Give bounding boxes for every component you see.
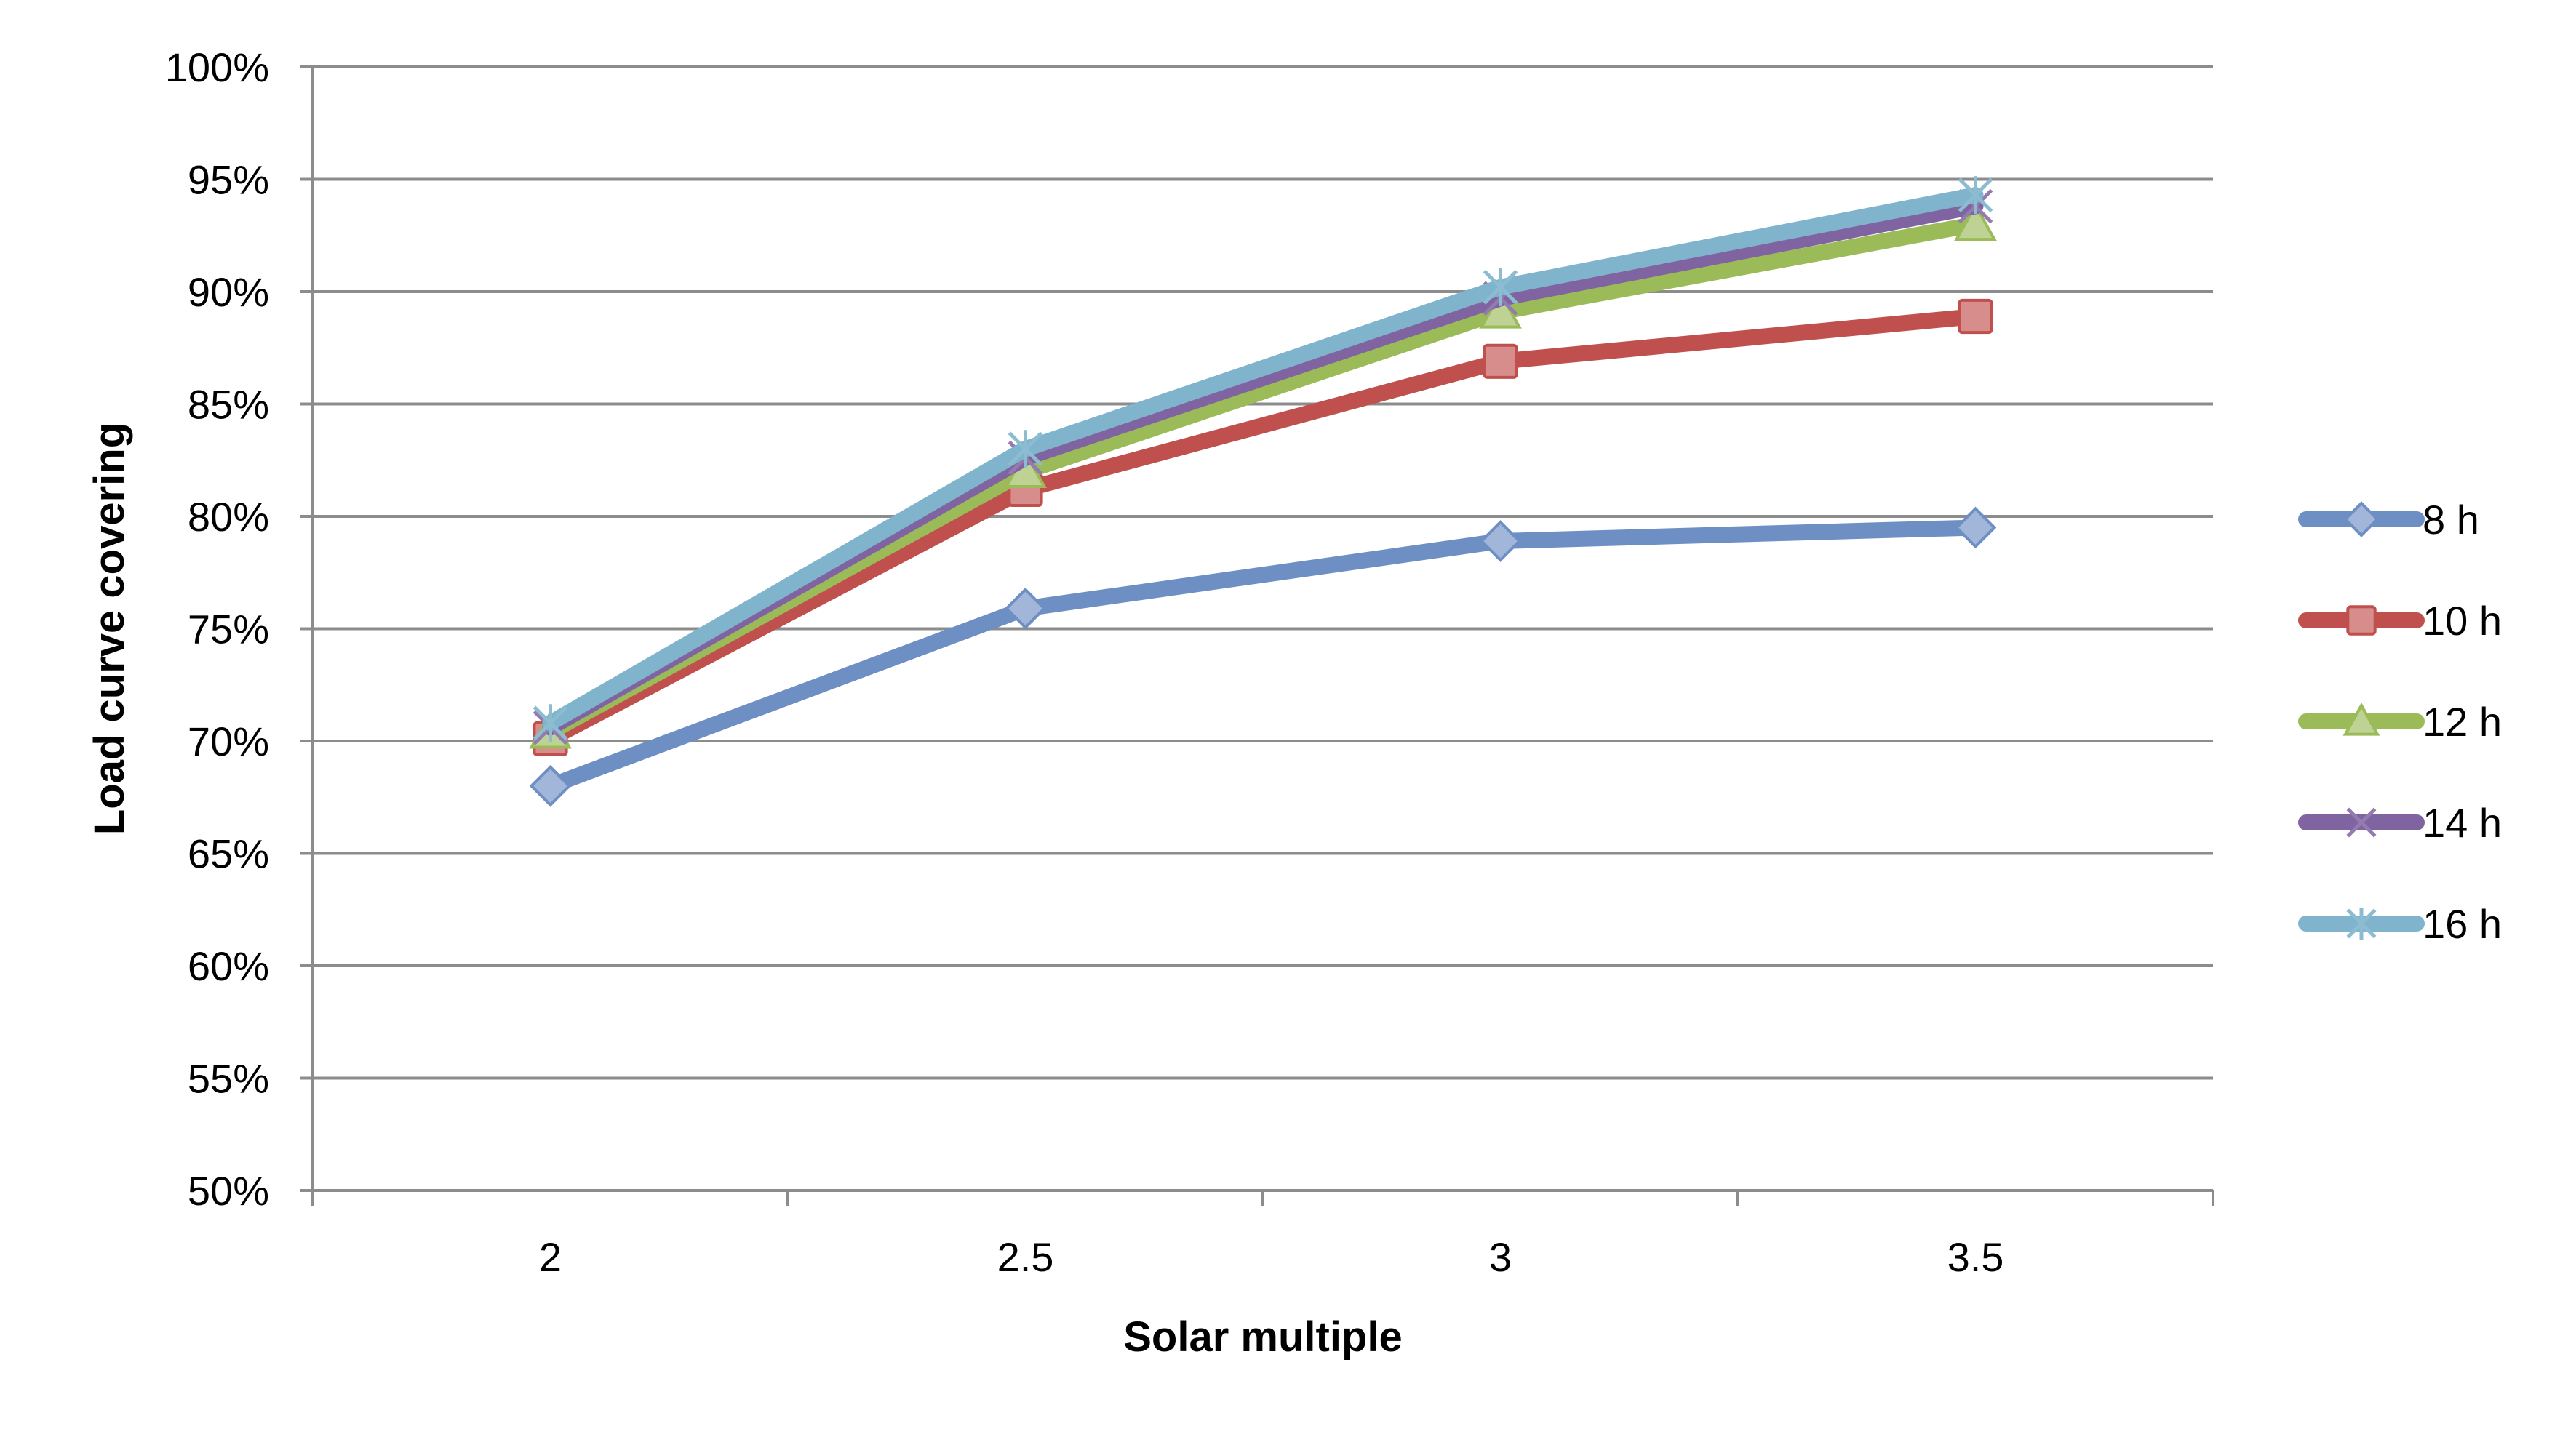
y-tick-label: 80% — [188, 494, 269, 540]
y-tick-label: 70% — [188, 718, 269, 764]
data-point — [1958, 176, 1993, 215]
y-tick-label: 65% — [188, 831, 269, 877]
x-axis-title: Solar multiple — [1123, 1313, 1403, 1361]
y-tick-label: 90% — [188, 269, 269, 315]
y-tick-label: 95% — [188, 157, 269, 203]
legend-marker — [2346, 605, 2377, 636]
legend-item: 12 h — [2298, 699, 2502, 745]
series-line — [542, 198, 1984, 736]
x-tick-label: 2.5 — [997, 1234, 1054, 1280]
x-tick-label: 2 — [539, 1234, 562, 1280]
series-group — [529, 176, 1997, 807]
data-point — [1958, 298, 1993, 335]
y-tick-label: 100% — [165, 44, 269, 90]
legend-item: 16 h — [2298, 901, 2502, 947]
axes — [311, 67, 2214, 1206]
legend-label: 14 h — [2423, 800, 2502, 846]
gridlines — [300, 65, 2213, 1192]
legend-label: 8 h — [2423, 497, 2479, 543]
legend-item: 14 h — [2298, 800, 2502, 846]
y-tick-label: 75% — [188, 607, 269, 652]
y-tick-label: 55% — [188, 1056, 269, 1102]
series-line — [542, 308, 1984, 747]
data-point — [1483, 343, 1518, 379]
data-point — [533, 704, 568, 742]
y-tick-label: 85% — [188, 382, 269, 428]
series-line — [542, 187, 1984, 732]
data-point — [1954, 202, 1997, 241]
legend-item: 10 h — [2298, 598, 2502, 644]
legend-marker — [2343, 501, 2380, 537]
legend-label: 12 h — [2423, 699, 2502, 745]
series-16-h — [533, 176, 1993, 742]
data-point — [1004, 587, 1047, 630]
series-line — [542, 519, 1984, 794]
legend-label: 16 h — [2423, 901, 2502, 947]
y-tick-labels: 50% 55% 60% 65% 70% 75% 80% 85% 90% 95% 100% — [165, 44, 269, 1214]
y-tick-label: 60% — [188, 943, 269, 989]
series-12-h — [529, 202, 1997, 749]
legend-marker — [2342, 702, 2380, 736]
x-tick-labels: 2 2.5 3 3.5 — [539, 1234, 2004, 1280]
legend-item: 8 h — [2298, 497, 2479, 543]
data-point — [1479, 520, 1522, 562]
data-point — [1483, 268, 1518, 306]
data-point — [529, 764, 572, 807]
series-8-h — [529, 506, 1997, 807]
series-14-h — [533, 188, 1993, 745]
x-tick-label: 3.5 — [1947, 1234, 2004, 1280]
x-tick-label: 3 — [1489, 1234, 1512, 1280]
legend-marker — [2346, 908, 2377, 940]
data-point — [1008, 430, 1043, 468]
series-line — [542, 216, 1984, 740]
y-axis-title: Load curve covering — [86, 423, 133, 835]
legend: 8 h 10 h 12 h 14 h 16 h — [2298, 497, 2502, 947]
y-tick-label: 50% — [188, 1168, 269, 1214]
legend-label: 10 h — [2423, 598, 2502, 644]
data-point — [1954, 506, 1997, 549]
legend-marker — [2346, 807, 2377, 838]
